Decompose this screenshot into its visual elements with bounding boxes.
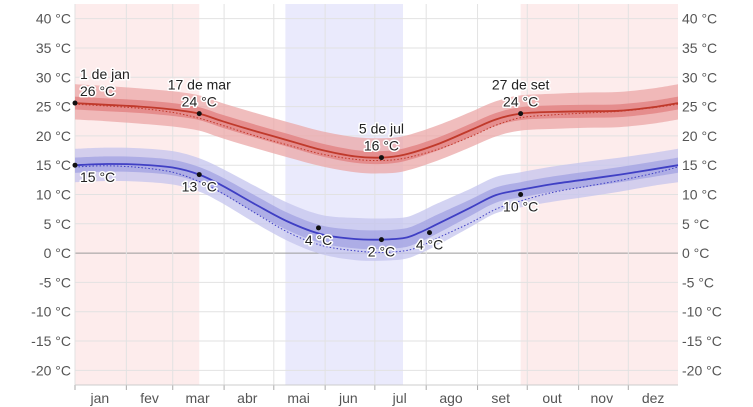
data-label: 5 de jul	[359, 121, 404, 137]
y-tick-label-right: 35 °C	[682, 40, 717, 56]
data-label: 4 °C	[305, 232, 332, 248]
y-tick-label-left: 30 °C	[36, 69, 71, 85]
y-tick-label-left: 40 °C	[36, 11, 71, 27]
data-label: 16 °C	[364, 138, 399, 154]
data-label: 2 °C	[368, 244, 395, 260]
data-label: 4 °C	[416, 237, 443, 253]
line-dotted-low	[74, 165, 679, 254]
band-inner-low	[75, 156, 678, 250]
x-tick-label-dez: dez	[642, 390, 665, 406]
data-label: 13 °C	[182, 179, 217, 195]
y-tick-label-right: -15 °C	[682, 333, 722, 349]
y-tick-label-right: 20 °C	[682, 128, 717, 144]
y-tick-label-right: 30 °C	[682, 69, 717, 85]
data-point-marker	[196, 172, 202, 178]
y-tick-label-left: -10 °C	[31, 304, 71, 320]
data-point-marker	[316, 225, 322, 231]
y-tick-label-right: -5 °C	[682, 274, 714, 290]
x-tick-label-jan: jan	[90, 390, 110, 406]
y-tick-label-right: 10 °C	[682, 187, 717, 203]
data-label: 15 °C	[80, 169, 115, 185]
data-point-marker	[378, 155, 384, 161]
y-tick-label-left: -15 °C	[31, 333, 71, 349]
y-tick-label-left: 35 °C	[36, 40, 71, 56]
x-tick-label-abr: abr	[237, 390, 258, 406]
line-low	[74, 163, 679, 241]
y-tick-label-left: 20 °C	[36, 128, 71, 144]
y-tick-label-left: -5 °C	[39, 274, 71, 290]
data-point-marker	[72, 100, 78, 106]
y-tick-label-right: 15 °C	[682, 157, 717, 173]
line-dotted-high	[74, 103, 679, 162]
y-tick-label-left: 0 °C	[44, 245, 71, 261]
y-tick-label-right: 5 °C	[682, 216, 709, 232]
x-tick-label-fev: fev	[140, 390, 159, 406]
data-label: 27 de set	[492, 77, 550, 93]
data-label: 24 °C	[503, 94, 538, 110]
data-label: 26 °C	[80, 83, 115, 99]
data-label: 24 °C	[182, 94, 217, 110]
data-point-marker	[518, 111, 524, 117]
series	[74, 84, 679, 261]
x-tick-label-ago: ago	[439, 390, 463, 406]
data-point-marker	[427, 230, 433, 236]
band-outer-low	[75, 147, 678, 261]
y-tick-label-left: 5 °C	[44, 216, 71, 232]
axes: -20 °C -20 °C -15 °C -15 °C -10 °C -10 °C -5 °…	[31, 11, 722, 406]
data-point-marker	[378, 237, 384, 243]
y-tick-label-left: 15 °C	[36, 157, 71, 173]
y-tick-label-left: -20 °C	[31, 362, 71, 378]
data-point-marker	[518, 192, 524, 197]
x-tick-label-nov: nov	[591, 390, 614, 406]
x-tick-label-mar: mar	[186, 390, 210, 406]
x-tick-label-out: out	[542, 390, 562, 406]
data-point-marker	[196, 111, 202, 117]
y-tick-label-right: 25 °C	[682, 99, 717, 115]
x-tick-label-jul: jul	[392, 390, 407, 406]
x-tick-label-jun: jun	[338, 390, 358, 406]
data-label: 1 de jan	[80, 66, 130, 82]
x-tick-label-set: set	[491, 390, 510, 406]
data-point-marker	[72, 162, 78, 168]
data-label: 17 de mar	[168, 77, 231, 93]
x-tick-label-mai: mai	[287, 390, 310, 406]
y-tick-label-left: 10 °C	[36, 187, 71, 203]
y-tick-label-right: -20 °C	[682, 362, 722, 378]
y-tick-label-right: 0 °C	[682, 245, 709, 261]
y-tick-label-right: -10 °C	[682, 304, 722, 320]
y-tick-label-left: 25 °C	[36, 99, 71, 115]
data-label: 10 °C	[503, 199, 538, 215]
y-tick-label-right: 40 °C	[682, 11, 717, 27]
